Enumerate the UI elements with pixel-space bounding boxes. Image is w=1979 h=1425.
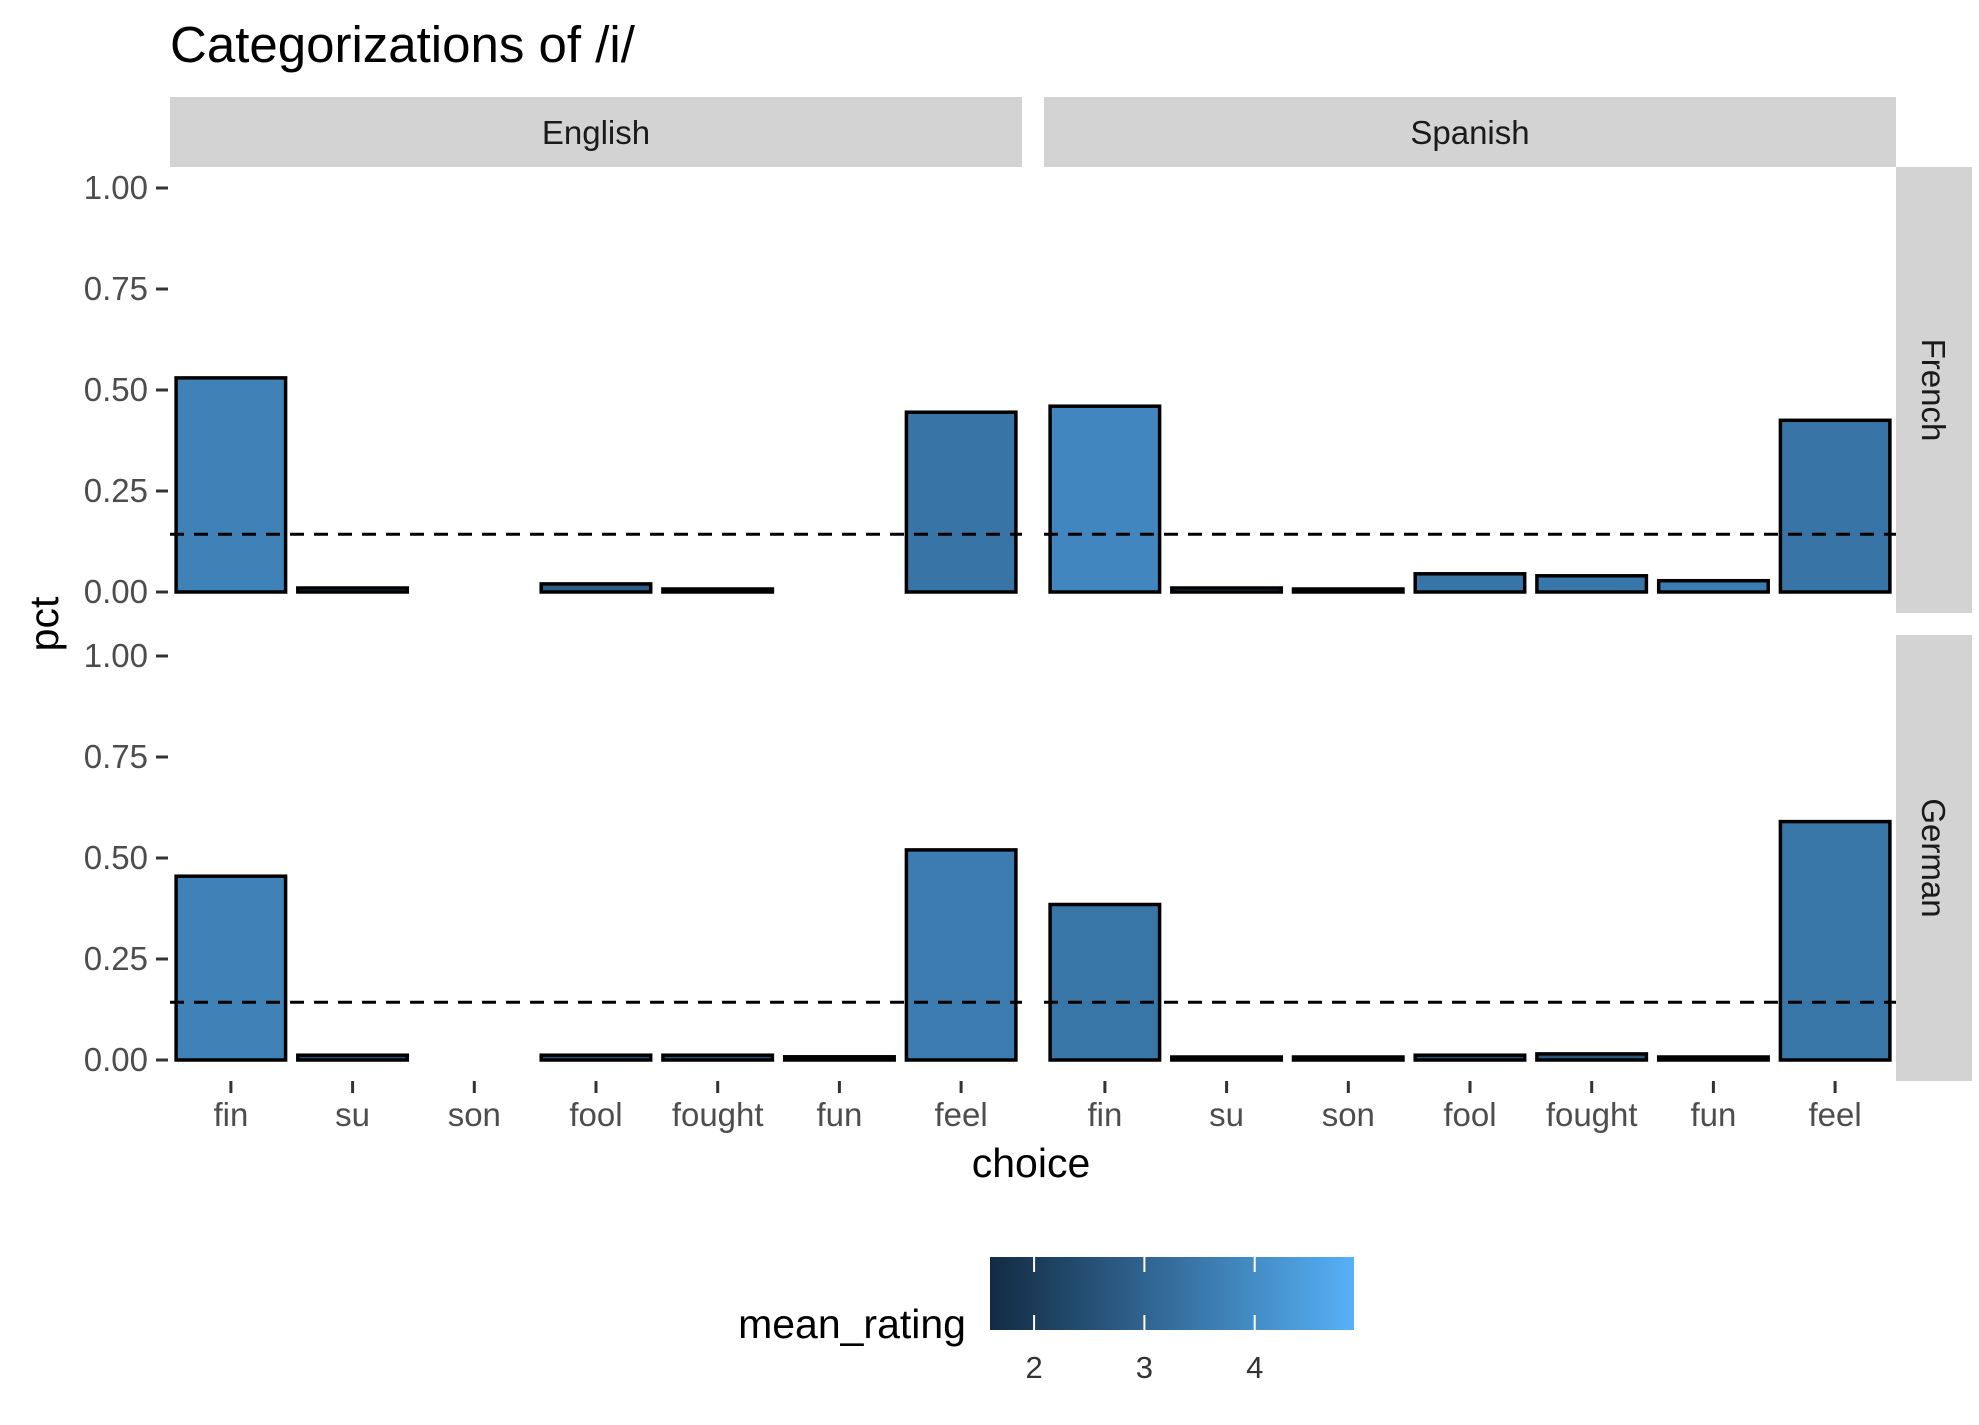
bar-fought xyxy=(661,587,775,594)
x-tick-label-feel: feel xyxy=(1808,1096,1861,1133)
x-tick-label-fought: fought xyxy=(1546,1096,1638,1133)
legend-tick-label: 4 xyxy=(1246,1350,1263,1385)
x-axis-title: choice xyxy=(972,1140,1091,1186)
legend-tick-label: 3 xyxy=(1136,1350,1153,1385)
x-tick-label-fought: fought xyxy=(672,1096,764,1133)
strip-english: English xyxy=(542,114,650,151)
x-tick-label-son: son xyxy=(448,1096,501,1133)
bar-fool xyxy=(1413,1053,1527,1062)
y-tick-label: 0.75 xyxy=(84,738,148,775)
bar-fin xyxy=(174,376,288,594)
y-tick-label: 0.00 xyxy=(84,1041,148,1078)
y-tick-label: 0.25 xyxy=(84,472,148,509)
y-tick-label: 1.00 xyxy=(84,637,148,674)
strip-french-bg xyxy=(1896,167,1972,613)
bar-son xyxy=(1291,587,1405,594)
x-tick-label-feel: feel xyxy=(934,1096,987,1133)
bar-fun xyxy=(1656,1055,1770,1062)
bar-feel xyxy=(904,848,1018,1062)
y-tick-label: 0.50 xyxy=(84,839,148,876)
panel-french-spanish xyxy=(1044,404,1896,594)
x-tick-label-fool: fool xyxy=(569,1096,622,1133)
bar-su xyxy=(296,586,410,594)
strip-spanish: Spanish xyxy=(1410,114,1529,151)
bar-fool xyxy=(539,1053,653,1062)
bar-fin xyxy=(1048,404,1162,594)
y-tick-label: 0.25 xyxy=(84,940,148,977)
y-tick-label: 0.00 xyxy=(84,573,148,610)
panels xyxy=(170,376,1896,1062)
bar-feel xyxy=(1778,819,1892,1062)
bar-feel xyxy=(1778,418,1892,594)
x-tick-label-fool: fool xyxy=(1443,1096,1496,1133)
panel-german-english xyxy=(170,848,1022,1062)
y-tick-label: 1.00 xyxy=(84,169,148,206)
strip-german-bg xyxy=(1896,635,1972,1081)
bar-fun xyxy=(782,1055,896,1062)
strip-german: German xyxy=(1915,798,1952,917)
bar-feel xyxy=(904,410,1018,594)
y-tick-label: 0.75 xyxy=(84,270,148,307)
strip-french: French xyxy=(1915,339,1952,442)
legend-tick-label: 2 xyxy=(1025,1350,1042,1385)
legend-ticks: 2 3 4 xyxy=(1025,1257,1263,1385)
x-tick-label-son: son xyxy=(1322,1096,1375,1133)
chart-title: Categorizations of /i/ xyxy=(170,16,636,73)
bar-fought xyxy=(1535,1052,1649,1062)
bar-su xyxy=(1170,586,1284,594)
bar-su xyxy=(296,1053,410,1062)
x-tick-label-fin: fin xyxy=(213,1096,248,1133)
bar-fought xyxy=(1535,574,1649,594)
strip-english-bg xyxy=(170,97,1022,167)
x-tick-label-fun: fun xyxy=(1690,1096,1736,1133)
x-axes: fin su son fool fought fun feel fin su son fool fou… xyxy=(213,1081,1862,1133)
bar-su xyxy=(1170,1055,1284,1062)
bar-fin xyxy=(174,874,288,1062)
x-tick-label-su: su xyxy=(335,1096,370,1133)
bar-fun xyxy=(1656,578,1770,594)
legend-colorbar xyxy=(990,1257,1354,1330)
bar-fool xyxy=(1413,572,1527,594)
bar-son xyxy=(1291,1055,1405,1062)
x-tick-label-fun: fun xyxy=(816,1096,862,1133)
bar-fin xyxy=(1048,902,1162,1062)
y-axis-title: pct xyxy=(21,596,67,651)
x-tick-label-su: su xyxy=(1209,1096,1244,1133)
x-tick-label-fin: fin xyxy=(1087,1096,1122,1133)
bar-fought xyxy=(661,1053,775,1062)
y-axes: 0.00 0.25 0.50 0.75 1.00 0.00 0.25 0.50 0.75 1.00 xyxy=(84,169,168,1078)
y-tick-label: 0.50 xyxy=(84,371,148,408)
bar-fool xyxy=(539,582,653,594)
strip-spanish-bg xyxy=(1044,97,1896,167)
legend-title: mean_rating xyxy=(738,1301,966,1347)
panel-french-english xyxy=(170,376,1022,594)
panel-german-spanish xyxy=(1044,819,1896,1062)
